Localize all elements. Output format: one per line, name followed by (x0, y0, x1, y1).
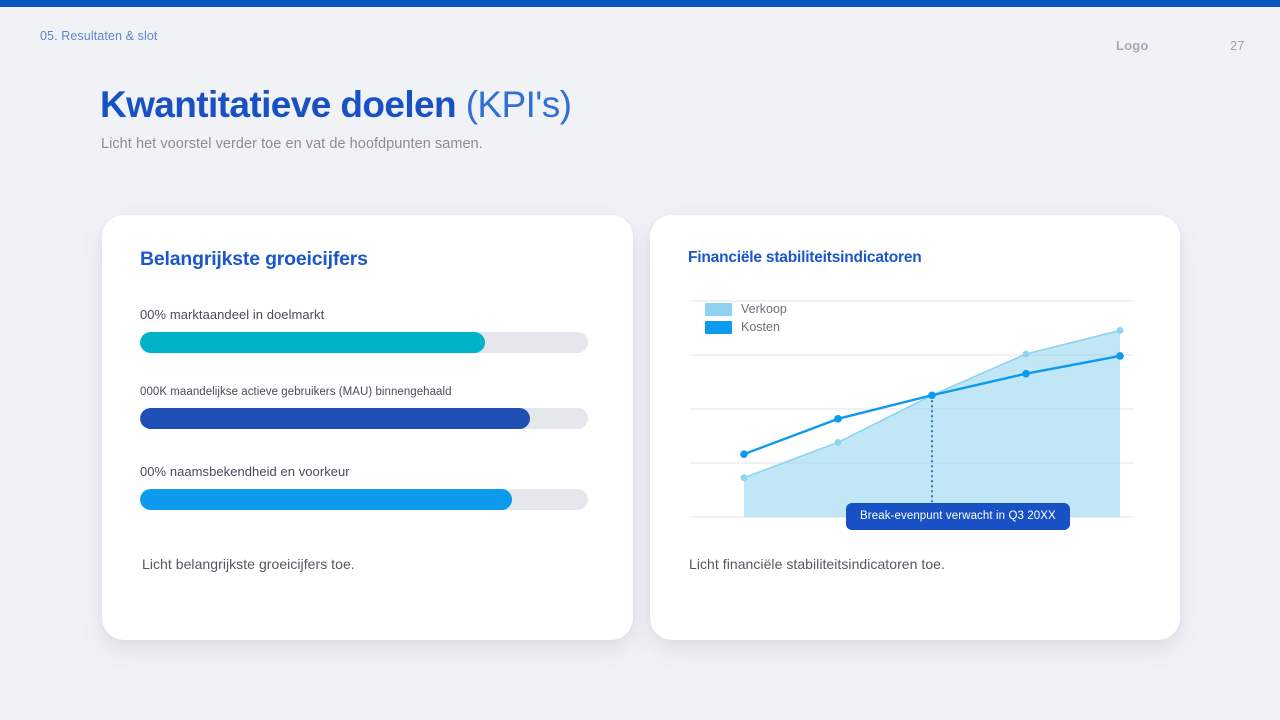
progress-track (140, 408, 588, 429)
page-subtitle: Licht het voorstel verder toe en vat de … (101, 136, 483, 152)
kpi-row-brand-awareness: 00% naamsbekendheid en voorkeur (140, 464, 590, 510)
financial-stability-card: Financiële stabiliteitsindicatoren Verko… (650, 215, 1180, 640)
kpi-row-market-share: 00% marktaandeel in doelmarkt (140, 307, 590, 353)
progress-fill (140, 489, 512, 510)
kpi-label: 00% marktaandeel in doelmarkt (140, 307, 325, 322)
chart-area-fills (744, 330, 1120, 517)
page-title-main: Kwantitatieve doelen (100, 84, 457, 125)
chart-legend: Verkoop Kosten (705, 302, 787, 334)
growth-card-title: Belangrijkste groeicijfers (140, 248, 368, 270)
legend-swatch-icon (705, 320, 732, 334)
legend-swatch-icon (705, 302, 732, 316)
kpi-label: 00% naamsbekendheid en voorkeur (140, 464, 350, 479)
progress-track (140, 489, 588, 510)
slide-header: 05. Resultaten & slot Logo 27 (0, 7, 1280, 57)
legend-item-verkoop: Verkoop (705, 302, 787, 316)
growth-card-note: Licht belangrijkste groeicijfers toe. (142, 556, 355, 572)
chart-data-points (740, 327, 1124, 482)
financial-card-title: Financiële stabiliteitsindicatoren (688, 249, 922, 266)
breadcrumb: 05. Resultaten & slot (40, 29, 158, 43)
legend-label: Verkoop (741, 302, 787, 316)
legend-item-kosten: Kosten (705, 320, 787, 334)
progress-track (140, 332, 588, 353)
kpi-row-mau: 000K maandelijkse actieve gebruikers (MA… (140, 386, 590, 429)
logo-placeholder: Logo (1116, 38, 1149, 53)
progress-fill (140, 408, 530, 429)
page-title: Kwantitatieve doelen (KPI's) (100, 84, 572, 126)
breakeven-annotation-badge: Break-evenpunt verwacht in Q3 20XX (846, 503, 1070, 530)
legend-label: Kosten (741, 320, 780, 334)
financial-card-note: Licht financiële stabiliteitsindicatoren… (689, 556, 945, 572)
growth-metrics-card: Belangrijkste groeicijfers 00% marktaand… (102, 215, 633, 640)
page-number: 27 (1230, 38, 1245, 53)
page-title-suffix: (KPI's) (456, 84, 572, 125)
top-accent-bar (0, 0, 1280, 7)
financial-stability-chart: Verkoop Kosten Break-evenpunt verwacht i… (690, 291, 1134, 530)
progress-fill (140, 332, 485, 353)
kpi-label: 000K maandelijkse actieve gebruikers (MA… (140, 386, 452, 398)
